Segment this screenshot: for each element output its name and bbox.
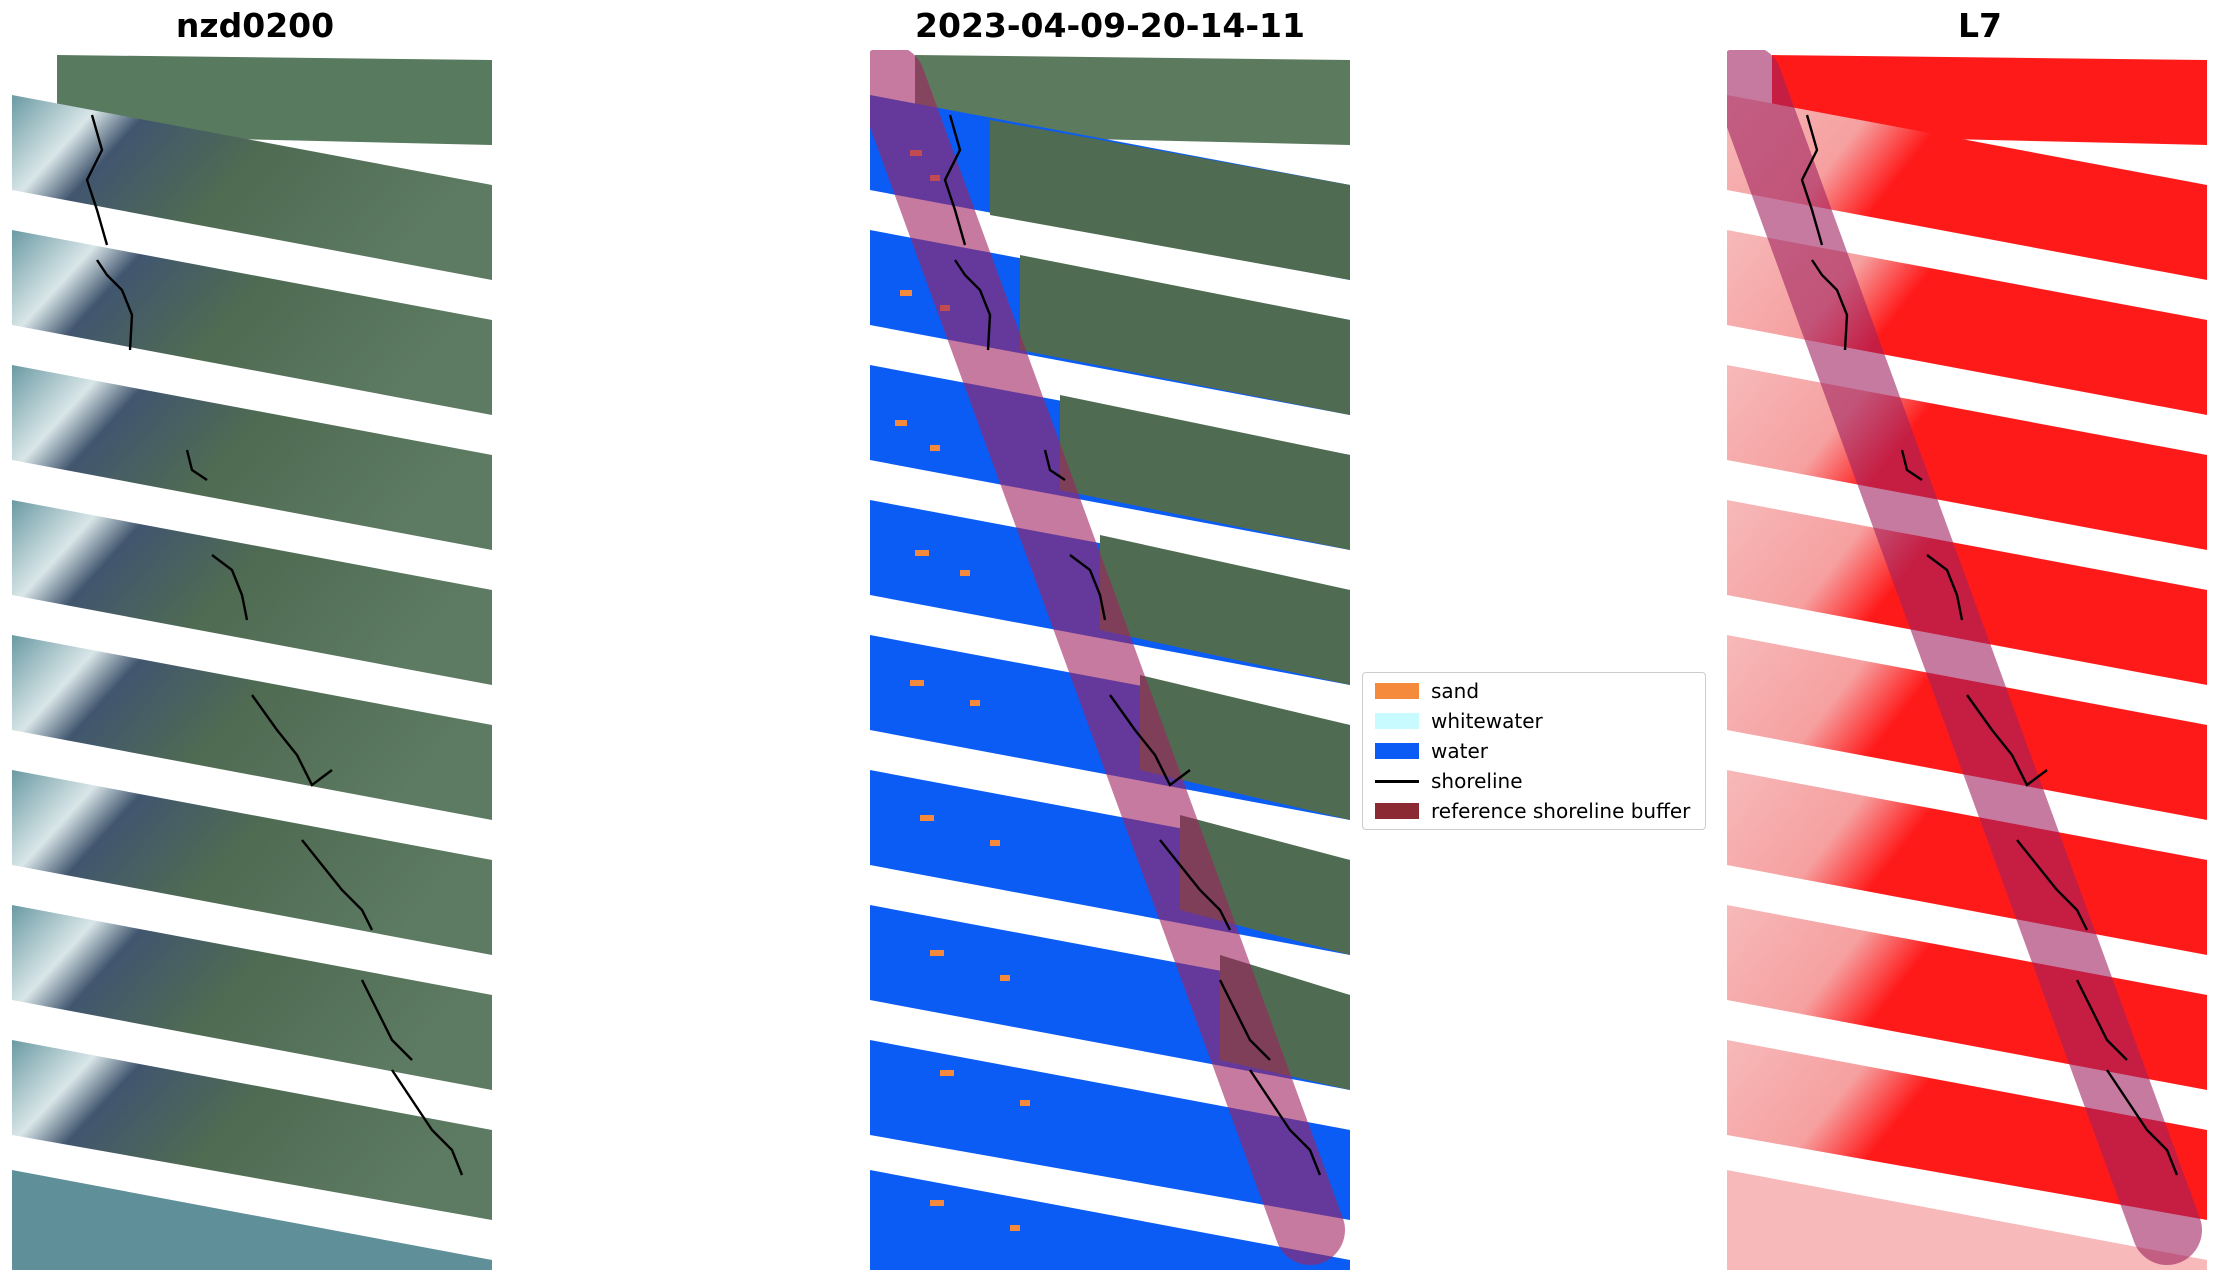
legend-swatch-water <box>1375 743 1419 759</box>
panel-title-rgb: nzd0200 <box>175 6 335 45</box>
panel-title-index: L7 <box>1958 6 2002 45</box>
legend-label-sand: sand <box>1431 679 1480 703</box>
reference-shoreline-buffer <box>1727 50 2202 1265</box>
legend-swatch-buffer <box>1375 803 1419 819</box>
panel-title-classified: 2023-04-09-20-14-11 <box>915 6 1305 45</box>
shoreline-contours <box>85 114 464 1176</box>
index-image-panel <box>1727 50 2207 1270</box>
shoreline-contours <box>943 114 1322 1176</box>
legend-label-whitewater: whitewater <box>1431 709 1543 733</box>
legend-label-water: water <box>1431 739 1488 763</box>
reference-shoreline-buffer <box>870 50 1345 1265</box>
legend-label-buffer: reference shoreline buffer <box>1431 799 1691 823</box>
legend-label-shoreline: shoreline <box>1431 769 1523 793</box>
shoreline-contours <box>1800 114 2179 1176</box>
image-stripes <box>12 55 492 1270</box>
classified-image-panel <box>870 50 1350 1270</box>
legend-line-shoreline <box>1375 780 1419 783</box>
legend-swatch-sand <box>1375 683 1419 699</box>
rgb-image-panel <box>12 55 492 1270</box>
legend-swatch-whitewater <box>1375 713 1419 729</box>
legend: sand whitewater water shoreline referenc… <box>1362 672 1706 830</box>
